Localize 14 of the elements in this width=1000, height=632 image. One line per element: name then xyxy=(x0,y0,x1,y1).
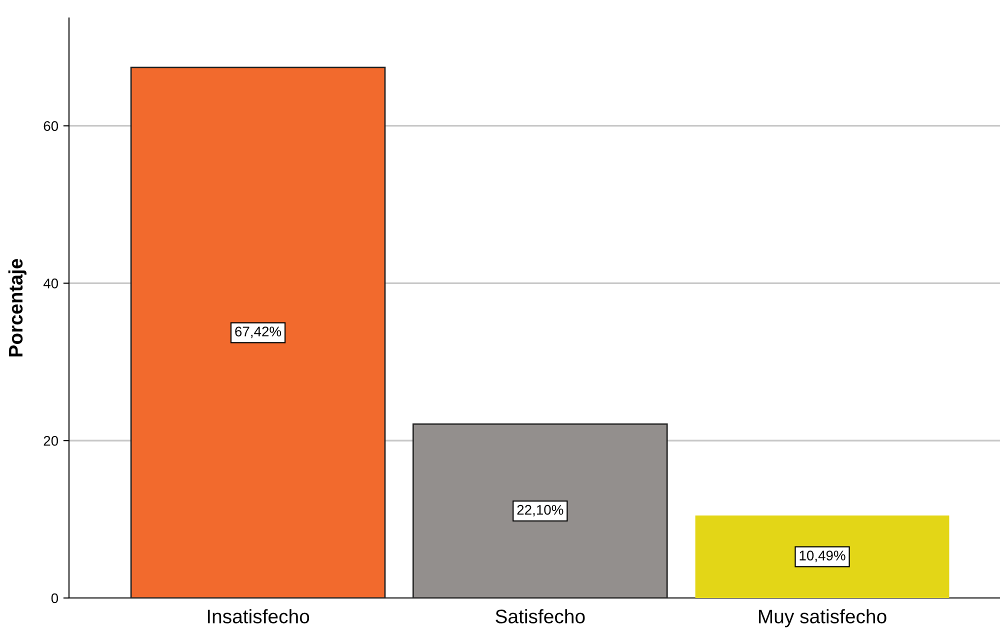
y-tick-label: 60 xyxy=(44,121,58,131)
x-tick-label: Insatisfecho xyxy=(208,609,310,624)
data-label: 22,10% xyxy=(517,504,564,516)
y-tick-label: 40 xyxy=(43,278,58,288)
y-tick-label: 20 xyxy=(44,436,58,446)
bar xyxy=(130,66,386,598)
x-tick-label: Muy satisfecho xyxy=(759,609,886,628)
x-tick-label: Satisfecho xyxy=(496,609,585,624)
data-label: 10,49% xyxy=(800,550,846,562)
bar xyxy=(412,423,668,598)
y-axis-title: Porcentaje xyxy=(8,258,26,356)
bar xyxy=(695,515,950,598)
y-tick-label: 0 xyxy=(51,593,58,604)
data-label: 67,42% xyxy=(235,326,282,338)
